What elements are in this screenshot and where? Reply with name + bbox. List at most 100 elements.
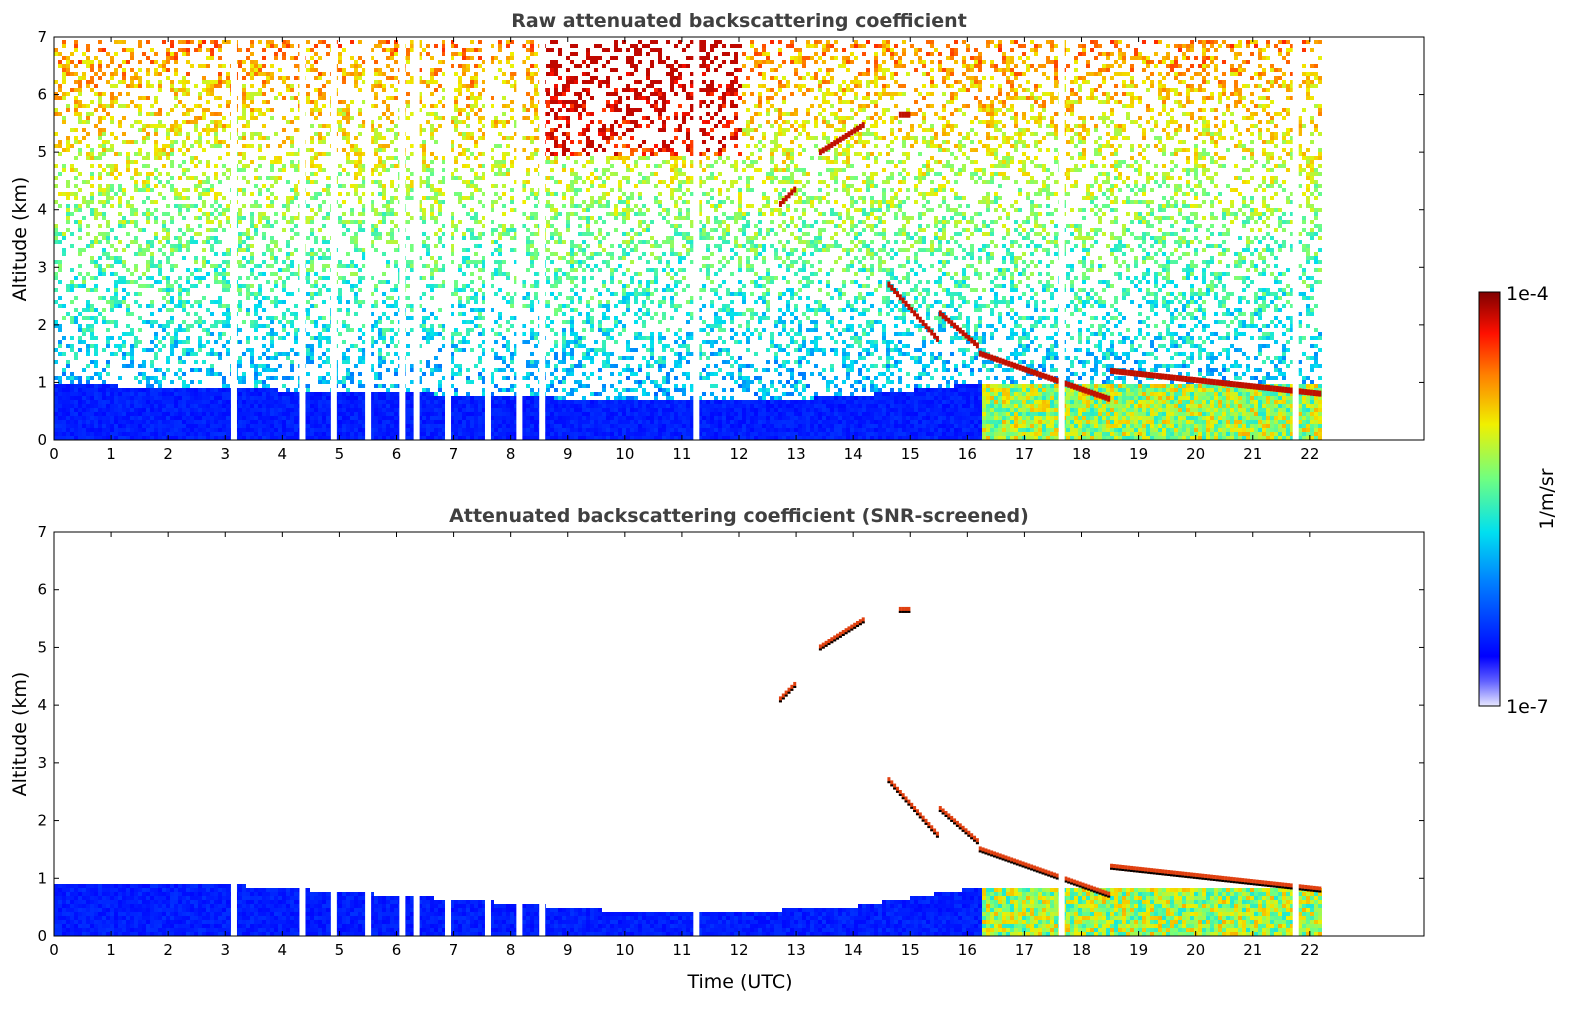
- heatmap-cell: [218, 80, 222, 84]
- heatmap-cell: [430, 436, 434, 440]
- heatmap-cell: [246, 336, 250, 340]
- heatmap-cell: [382, 40, 386, 44]
- heatmap-cell: [470, 416, 474, 420]
- heatmap-cell: [170, 140, 174, 144]
- heatmap-cell: [226, 288, 230, 292]
- heatmap-cell: [338, 68, 342, 72]
- heatmap-cell: [238, 428, 242, 432]
- heatmap-cell: [94, 372, 98, 376]
- heatmap-cell: [418, 416, 422, 420]
- heatmap-cell: [206, 388, 210, 392]
- heatmap-cell: [294, 312, 298, 316]
- heatmap-cell: [426, 316, 430, 320]
- heatmap-cell: [358, 224, 362, 228]
- heatmap-cell: [110, 396, 114, 400]
- heatmap-cell: [102, 48, 106, 52]
- heatmap-cell: [278, 92, 282, 96]
- heatmap-cell: [242, 112, 246, 116]
- heatmap-cell: [250, 76, 254, 80]
- heatmap-cell: [358, 268, 362, 272]
- heatmap-cell: [162, 236, 166, 240]
- heatmap-cell: [62, 316, 66, 320]
- heatmap-cell: [378, 144, 382, 148]
- heatmap-cell: [386, 304, 390, 308]
- heatmap-cell: [474, 408, 478, 412]
- heatmap-cell: [154, 388, 158, 392]
- heatmap-cell: [226, 416, 230, 420]
- heatmap-cell: [314, 412, 318, 416]
- heatmap-cell: [310, 232, 314, 236]
- heatmap-cell: [462, 108, 466, 112]
- heatmap-cell: [78, 92, 82, 96]
- heatmap-cell: [362, 164, 366, 168]
- heatmap-cell: [82, 404, 86, 408]
- heatmap-cell: [322, 420, 326, 424]
- heatmap-cell: [242, 96, 246, 100]
- heatmap-cell: [270, 300, 274, 304]
- heatmap-cell: [222, 412, 226, 416]
- heatmap-cell: [174, 388, 178, 392]
- heatmap-cell: [462, 428, 466, 432]
- heatmap-cell: [254, 324, 258, 328]
- heatmap-cell: [462, 284, 466, 288]
- heatmap-cell: [98, 164, 102, 168]
- heatmap-cell: [138, 172, 142, 176]
- heatmap-cell: [310, 348, 314, 352]
- heatmap-cell: [478, 244, 482, 248]
- heatmap-cell: [262, 232, 266, 236]
- heatmap-cell: [102, 428, 106, 432]
- heatmap-cell: [426, 340, 430, 344]
- heatmap-cell: [410, 172, 414, 176]
- heatmap-cell: [130, 272, 134, 276]
- heatmap-cell: [310, 124, 314, 128]
- heatmap-cell: [482, 60, 486, 64]
- heatmap-cell: [442, 428, 446, 432]
- heatmap-cell: [138, 80, 142, 84]
- heatmap-cell: [214, 236, 218, 240]
- heatmap-cell: [94, 308, 98, 312]
- heatmap-cell: [70, 436, 74, 440]
- heatmap-cell: [342, 68, 346, 72]
- heatmap-cell: [146, 96, 150, 100]
- heatmap-cell: [70, 344, 74, 348]
- heatmap-cell: [474, 364, 478, 368]
- heatmap-cell: [458, 268, 462, 272]
- heatmap-cell: [158, 112, 162, 116]
- heatmap-cell: [170, 316, 174, 320]
- heatmap-cell: [162, 164, 166, 168]
- heatmap-cell: [362, 300, 366, 304]
- heatmap-cell: [106, 400, 110, 404]
- heatmap-cell: [238, 420, 242, 424]
- heatmap-cell: [418, 200, 422, 204]
- heatmap-cell: [186, 408, 190, 412]
- heatmap-cell: [174, 248, 178, 252]
- heatmap-cell: [198, 132, 202, 136]
- heatmap-cell: [494, 260, 498, 264]
- heatmap-cell: [490, 200, 494, 204]
- heatmap-cell: [58, 384, 62, 388]
- heatmap-cell: [226, 324, 230, 328]
- heatmap-cell: [130, 76, 134, 80]
- heatmap-cell: [250, 428, 254, 432]
- heatmap-cell: [450, 232, 454, 236]
- heatmap-cell: [194, 432, 198, 436]
- heatmap-cell: [286, 76, 290, 80]
- heatmap-cell: [242, 284, 246, 288]
- heatmap-cell: [418, 92, 422, 96]
- heatmap-cell: [54, 320, 58, 324]
- heatmap-cell: [410, 328, 414, 332]
- heatmap-cell: [182, 384, 186, 388]
- heatmap-cell: [218, 432, 222, 436]
- heatmap-cell: [322, 392, 326, 396]
- heatmap-cell: [94, 276, 98, 280]
- heatmap-cell: [78, 88, 82, 92]
- heatmap-cell: [90, 428, 94, 432]
- heatmap-cell: [210, 52, 214, 56]
- heatmap-cell: [182, 388, 186, 392]
- heatmap-cell: [346, 300, 350, 304]
- heatmap-cell: [142, 404, 146, 408]
- heatmap-cell: [390, 140, 394, 144]
- heatmap-cell: [110, 388, 114, 392]
- heatmap-cell: [158, 192, 162, 196]
- heatmap-cell: [62, 168, 66, 172]
